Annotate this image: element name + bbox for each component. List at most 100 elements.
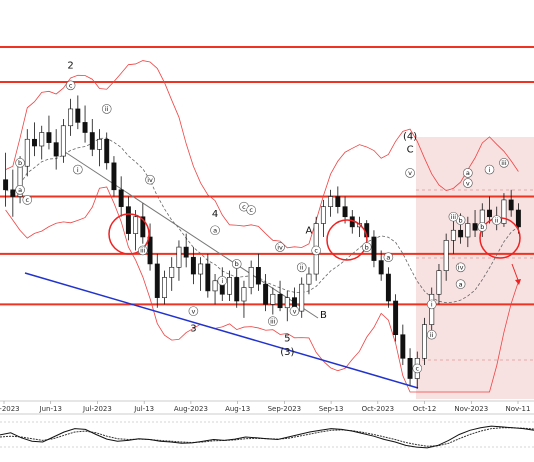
wave-label: B <box>320 310 327 321</box>
candle <box>472 210 478 237</box>
wave-label-circled: iii <box>499 158 509 168</box>
candle <box>169 257 175 291</box>
wave-label-circled: c <box>22 195 33 205</box>
x-tick: Nov-2023 <box>454 401 488 413</box>
svg-text:ii: ii <box>495 216 499 224</box>
candle <box>89 119 95 157</box>
candle <box>212 274 218 305</box>
candle <box>140 203 146 244</box>
candle <box>32 122 37 157</box>
candle <box>147 223 153 271</box>
svg-text:c: c <box>69 82 73 90</box>
candle <box>436 263 442 305</box>
candle <box>198 257 204 291</box>
wave-label: (3) <box>280 347 294 358</box>
wave-label: (4) <box>403 131 417 142</box>
svg-text:i: i <box>431 301 433 309</box>
wave-label-circled: iv <box>455 262 466 273</box>
wave-label: 3 <box>190 323 196 334</box>
x-tick: Jul-13 <box>133 401 154 413</box>
wave-label-circled: c <box>412 363 423 374</box>
candle <box>284 290 290 322</box>
candle <box>183 233 189 268</box>
svg-text:b: b <box>480 223 484 231</box>
highlight-circle-2 <box>326 219 368 261</box>
candle <box>162 270 167 305</box>
svg-text:Jun-2023: Jun-2023 <box>0 405 20 413</box>
wave-label-circled: iii <box>448 211 459 222</box>
svg-text:b: b <box>235 260 239 268</box>
candle <box>190 247 196 285</box>
wave-label-circled: b <box>361 242 372 252</box>
svg-text:Jun-13: Jun-13 <box>39 405 62 413</box>
svg-text:i: i <box>221 277 223 285</box>
oscillator-main-line <box>0 425 534 449</box>
wave-label-circled: a <box>383 252 394 263</box>
candle <box>393 294 399 342</box>
svg-text:ii: ii <box>105 105 109 113</box>
svg-text:c: c <box>415 365 419 373</box>
svg-text:ii: ii <box>300 264 304 272</box>
candle <box>46 115 52 150</box>
svg-text:v: v <box>408 169 412 177</box>
svg-text:a: a <box>213 226 217 234</box>
svg-text:Oct-2023: Oct-2023 <box>362 405 394 413</box>
falling-trendline-grey <box>61 149 319 319</box>
svg-text:a: a <box>18 186 22 194</box>
svg-text:iv: iv <box>277 243 283 251</box>
svg-text:i: i <box>77 166 79 174</box>
candle <box>422 317 427 366</box>
candle <box>465 216 471 248</box>
wave-label-circled: i <box>484 164 495 175</box>
wave-label: 2 <box>67 60 73 71</box>
wave-label-circled: iii <box>268 316 278 327</box>
candle <box>60 119 66 163</box>
svg-text:a: a <box>386 253 390 261</box>
candle <box>53 129 59 170</box>
candle <box>3 152 9 207</box>
svg-text:Jul-2023: Jul-2023 <box>82 405 112 413</box>
wave-label-circled: ii <box>491 215 502 225</box>
svg-text:Nov-2023: Nov-2023 <box>454 405 488 413</box>
svg-text:a: a <box>466 169 470 177</box>
candle <box>501 193 507 227</box>
candle <box>133 210 139 251</box>
candle <box>248 260 254 295</box>
highlight-circles <box>108 213 521 261</box>
wave-label-circled: v <box>405 168 415 178</box>
x-tick: Jun-13 <box>39 401 62 413</box>
candle <box>154 253 160 308</box>
candle <box>335 186 341 214</box>
candle <box>176 240 182 281</box>
wave-label-circled: iii <box>138 245 148 256</box>
down-arrow-icon <box>511 263 521 285</box>
wave-label-circled: ii <box>101 104 112 114</box>
svg-text:c: c <box>314 247 318 255</box>
candle <box>234 267 240 308</box>
svg-text:iii: iii <box>140 247 146 255</box>
x-tick: Oct-12 <box>413 401 436 413</box>
candle <box>241 280 247 318</box>
wave-label-circled: a <box>15 185 25 195</box>
wave-label-circled: i <box>217 275 228 286</box>
wave-label-circled: c <box>246 205 256 215</box>
svg-text:Sep-2023: Sep-2023 <box>268 405 302 413</box>
svg-text:c: c <box>242 203 246 211</box>
candle <box>378 250 384 281</box>
svg-text:c: c <box>25 196 29 204</box>
bollinger-bands <box>5 60 519 393</box>
wave-label-circled: b <box>231 259 242 269</box>
svg-text:Sep-13: Sep-13 <box>319 405 344 413</box>
candle <box>277 280 283 312</box>
wave-label-circled: v <box>188 306 199 316</box>
svg-text:c: c <box>249 206 253 214</box>
wave-label-circled: i <box>426 299 437 310</box>
wave-label-circled: c <box>65 80 76 91</box>
svg-text:v: v <box>293 307 297 315</box>
candle <box>371 230 377 268</box>
svg-text:iii: iii <box>451 213 457 221</box>
svg-text:b: b <box>459 216 463 224</box>
svg-text:iv: iv <box>147 176 153 184</box>
wave-label-circled: ii <box>426 329 437 340</box>
